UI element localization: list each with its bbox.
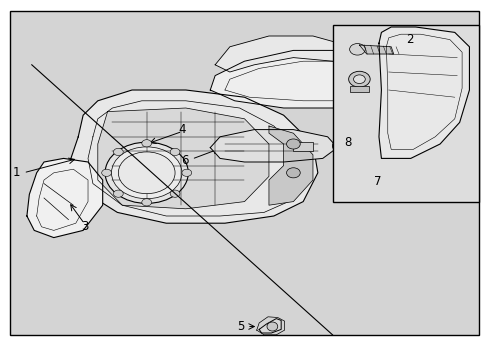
Circle shape bbox=[348, 71, 369, 87]
Text: 6: 6 bbox=[181, 154, 188, 167]
Ellipse shape bbox=[332, 139, 346, 153]
Bar bbox=[332, 25, 478, 202]
Polygon shape bbox=[27, 158, 102, 238]
Circle shape bbox=[113, 148, 123, 156]
Circle shape bbox=[142, 199, 151, 206]
Circle shape bbox=[182, 169, 191, 176]
Polygon shape bbox=[359, 45, 393, 54]
Bar bbox=[293, 142, 312, 151]
Polygon shape bbox=[68, 90, 317, 223]
Ellipse shape bbox=[266, 322, 277, 331]
Circle shape bbox=[170, 148, 180, 156]
Polygon shape bbox=[210, 50, 415, 108]
Bar bbox=[349, 86, 368, 92]
Text: 4: 4 bbox=[178, 123, 185, 136]
Circle shape bbox=[353, 75, 365, 84]
Bar bbox=[334, 27, 476, 200]
Circle shape bbox=[170, 190, 180, 197]
Circle shape bbox=[102, 169, 111, 176]
Text: 1: 1 bbox=[12, 166, 20, 179]
Circle shape bbox=[113, 190, 123, 197]
Circle shape bbox=[111, 147, 182, 199]
Circle shape bbox=[105, 142, 188, 203]
Circle shape bbox=[142, 140, 151, 147]
Polygon shape bbox=[215, 36, 361, 72]
Circle shape bbox=[349, 44, 365, 55]
Text: 7: 7 bbox=[373, 175, 381, 188]
Polygon shape bbox=[268, 126, 312, 205]
Circle shape bbox=[118, 152, 175, 194]
Polygon shape bbox=[210, 130, 337, 162]
Circle shape bbox=[286, 139, 300, 149]
Text: 2: 2 bbox=[405, 33, 412, 46]
Polygon shape bbox=[378, 27, 468, 158]
Circle shape bbox=[286, 168, 300, 178]
Text: 5: 5 bbox=[237, 320, 244, 333]
Polygon shape bbox=[259, 319, 281, 333]
Text: 3: 3 bbox=[81, 220, 88, 233]
Polygon shape bbox=[98, 108, 268, 209]
Text: 8: 8 bbox=[344, 136, 351, 149]
